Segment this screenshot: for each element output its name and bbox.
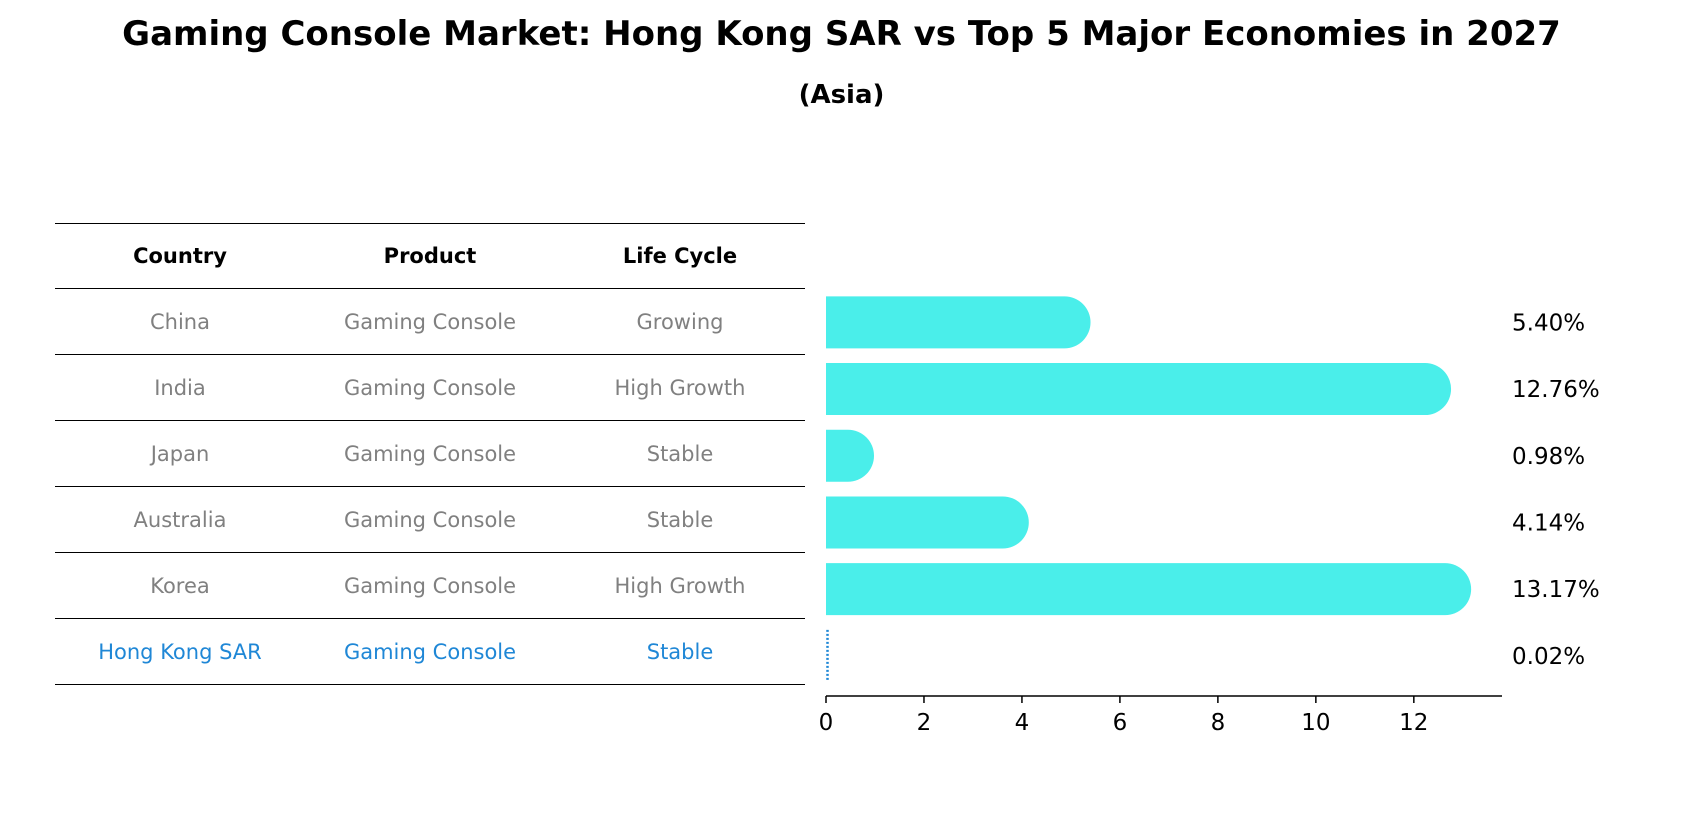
table-row: China Gaming Console Growing (55, 289, 805, 355)
bar (826, 363, 1452, 416)
chart-title: Gaming Console Market: Hong Kong SAR vs … (122, 14, 1561, 54)
value-label: 4.14% (1512, 510, 1585, 536)
life-cycle-cell: Stable (646, 639, 714, 664)
value-label: 5.40% (1512, 310, 1585, 336)
value-label: 13.17% (1512, 577, 1600, 603)
header-product: Product (383, 244, 477, 268)
product-cell: Gaming Console (343, 309, 517, 334)
value-label: 0.98% (1512, 444, 1585, 470)
table-row: India Gaming Console High Growth (55, 355, 805, 421)
table-row: Australia Gaming Console Stable (55, 487, 805, 553)
life-cycle-cell: Stable (646, 507, 714, 532)
header-country: Country (133, 244, 227, 268)
x-tick-label: 0 (819, 710, 834, 736)
table-row-highlight: Hong Kong SAR Gaming Console Stable (55, 619, 805, 685)
country-cell: India (154, 375, 206, 400)
table-header-row: Country Product Life Cycle (55, 223, 805, 289)
life-cycle-cell: Stable (646, 441, 714, 466)
bar (826, 496, 1029, 549)
table-row: Japan Gaming Console Stable (55, 421, 805, 487)
life-cycle-cell: High Growth (614, 375, 746, 400)
x-tick-label: 10 (1301, 710, 1330, 736)
country-cell: Hong Kong SAR (98, 639, 262, 664)
country-cell: China (150, 309, 210, 334)
product-cell: Gaming Console (343, 507, 517, 532)
country-cell: Australia (133, 507, 227, 532)
x-tick-label: 2 (917, 710, 932, 736)
value-label: 12.76% (1512, 377, 1600, 403)
x-tick-label: 6 (1113, 710, 1128, 736)
bar (826, 563, 1472, 616)
header-life-cycle: Life Cycle (622, 244, 738, 268)
bar (826, 429, 875, 482)
product-cell: Gaming Console (343, 639, 517, 664)
value-label: 0.02% (1512, 644, 1585, 670)
x-tick-label: 12 (1399, 710, 1428, 736)
chart-subtitle: (Asia) (798, 80, 885, 110)
table-row: Korea Gaming Console High Growth (55, 553, 805, 619)
x-tick-label: 8 (1211, 710, 1226, 736)
product-cell: Gaming Console (343, 441, 517, 466)
life-cycle-cell: Growing (636, 309, 724, 334)
x-tick-label: 4 (1015, 710, 1030, 736)
product-cell: Gaming Console (343, 573, 517, 598)
bar (826, 296, 1091, 349)
product-cell: Gaming Console (343, 375, 517, 400)
country-cell: Japan (150, 441, 210, 466)
data-table: Country Product Life Cycle China Gaming … (55, 223, 805, 685)
country-cell: Korea (150, 573, 210, 598)
life-cycle-cell: High Growth (614, 573, 746, 598)
